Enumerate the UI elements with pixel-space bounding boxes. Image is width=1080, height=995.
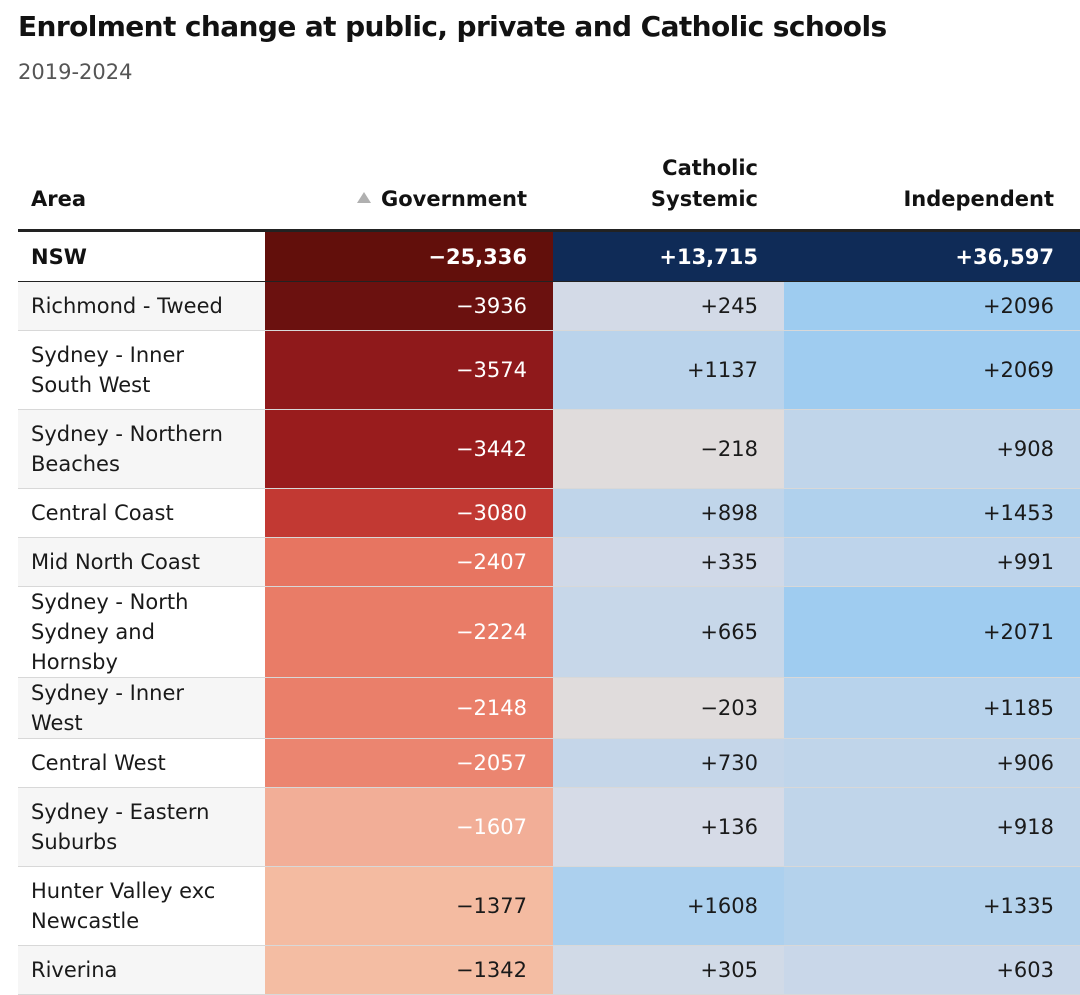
catholic-cell: +898 <box>553 488 784 538</box>
area-cell: Central West <box>18 738 265 788</box>
government-cell: −3936 <box>265 281 553 331</box>
catholic-cell: +665 <box>553 586 784 678</box>
government-cell: −2057 <box>265 738 553 788</box>
chart-subtitle: 2019-2024 <box>18 60 133 84</box>
column-header-area[interactable]: Area <box>18 135 265 232</box>
government-cell: −2148 <box>265 677 553 739</box>
column-header-label: Catholic Systemic <box>650 156 758 211</box>
independent-cell: +1453 <box>784 488 1080 538</box>
government-cell: −1607 <box>265 787 553 867</box>
independent-cell: +2069 <box>784 330 1080 410</box>
column-header-government[interactable]: Government <box>265 135 553 232</box>
catholic-cell: +305 <box>553 945 784 995</box>
area-cell: Riverina <box>18 945 265 995</box>
catholic-cell: +136 <box>553 787 784 867</box>
table-row: Hunter Valley exc Newcastle −1377 +1608 +13… <box>18 866 1080 946</box>
catholic-cell: −218 <box>553 409 784 489</box>
independent-cell: +2071 <box>784 586 1080 678</box>
table-row-total: NSW −25,336 +13,715 +36,597 <box>18 230 1080 282</box>
table-row: Richmond - Tweed −3936 +245 +2096 <box>18 281 1080 331</box>
table-row: Sydney - Eastern Suburbs −1607 +136 +918 <box>18 787 1080 867</box>
table-row: Central Coast −3080 +898 +1453 <box>18 488 1080 538</box>
independent-cell: +36,597 <box>784 230 1080 282</box>
table-row: Mid North Coast −2407 +335 +991 <box>18 537 1080 587</box>
area-cell: Sydney - Inner South West <box>18 330 265 410</box>
independent-cell: +906 <box>784 738 1080 788</box>
area-cell: Central Coast <box>18 488 265 538</box>
catholic-cell: +1137 <box>553 330 784 410</box>
independent-cell: +1335 <box>784 866 1080 946</box>
catholic-cell: −203 <box>553 677 784 739</box>
area-cell: Sydney - Inner West <box>18 677 265 739</box>
column-header-label: Government <box>380 187 527 211</box>
area-cell: Hunter Valley exc Newcastle <box>18 866 265 946</box>
area-cell: NSW <box>18 230 265 282</box>
independent-cell: +908 <box>784 409 1080 489</box>
column-header-label: Independent <box>903 187 1054 211</box>
table-row: Riverina −1342 +305 +603 <box>18 945 1080 995</box>
area-cell: Sydney - North Sydney and Hornsby <box>18 586 265 678</box>
enrolment-table: Area Government Catholic Systemic Indepen… <box>18 135 1080 995</box>
catholic-cell: +335 <box>553 537 784 587</box>
column-header-label: Area <box>31 187 87 211</box>
table-row: Sydney - North Sydney and Hornsby −2224 +6… <box>18 586 1080 678</box>
header-row: Area Government Catholic Systemic Indepen… <box>18 135 1080 232</box>
column-header-independent[interactable]: Independent <box>784 135 1080 232</box>
government-cell: −3080 <box>265 488 553 538</box>
column-header-catholic[interactable]: Catholic Systemic <box>553 135 784 232</box>
catholic-cell: +13,715 <box>553 230 784 282</box>
government-cell: −2224 <box>265 586 553 678</box>
table-row: Sydney - Inner South West −3574 +1137 +2069 <box>18 330 1080 410</box>
table-row: Sydney - Northern Beaches −3442 −218 +908 <box>18 409 1080 489</box>
table-row: Sydney - Inner West −2148 −203 +1185 <box>18 677 1080 739</box>
government-cell: −3442 <box>265 409 553 489</box>
government-cell: −3574 <box>265 330 553 410</box>
independent-cell: +1185 <box>784 677 1080 739</box>
independent-cell: +991 <box>784 537 1080 587</box>
triangle-up-icon <box>356 192 371 203</box>
catholic-cell: +1608 <box>553 866 784 946</box>
independent-cell: +918 <box>784 787 1080 867</box>
independent-cell: +2096 <box>784 281 1080 331</box>
government-cell: −25,336 <box>265 230 553 282</box>
government-cell: −2407 <box>265 537 553 587</box>
catholic-cell: +245 <box>553 281 784 331</box>
table-row: Central West −2057 +730 +906 <box>18 738 1080 788</box>
independent-cell: +603 <box>784 945 1080 995</box>
catholic-cell: +730 <box>553 738 784 788</box>
government-cell: −1342 <box>265 945 553 995</box>
area-cell: Mid North Coast <box>18 537 265 587</box>
chart-title: Enrolment change at public, private and … <box>18 10 887 43</box>
government-cell: −1377 <box>265 866 553 946</box>
area-cell: Sydney - Northern Beaches <box>18 409 265 489</box>
area-cell: Richmond - Tweed <box>18 281 265 331</box>
area-cell: Sydney - Eastern Suburbs <box>18 787 265 867</box>
